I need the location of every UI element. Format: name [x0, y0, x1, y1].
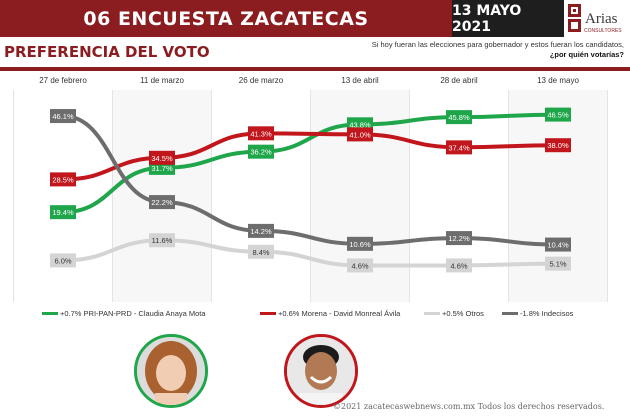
x-tick-label: 27 de febrero	[39, 76, 87, 85]
data-label: 31.7%	[151, 164, 173, 173]
x-tick-label: 11 de marzo	[140, 76, 184, 85]
data-point-marker	[248, 223, 274, 238]
candidate-photo-claudia	[134, 334, 208, 408]
poll-question: Si hoy fueran las elecciones para gobern…	[294, 40, 624, 60]
x-tick-label: 26 de marzo	[239, 76, 284, 85]
data-label: 19.4%	[52, 208, 74, 217]
data-label: 41.3%	[250, 129, 272, 138]
data-label: 34.5%	[151, 154, 173, 163]
data-label: 43.8%	[349, 120, 371, 129]
legend-swatch	[424, 312, 440, 315]
legend-item-morena: +0.6% Morena - David Monreal Ávila	[260, 309, 400, 318]
arias-logo: Arias CONSULTORES	[568, 4, 622, 34]
date-band: 13 MAYO 2021	[452, 0, 564, 37]
data-point-marker	[347, 236, 373, 251]
data-point-marker	[446, 140, 472, 155]
x-tick-label: 28 de abril	[440, 76, 478, 85]
data-label: 41.0%	[349, 130, 371, 139]
data-point-marker	[446, 231, 472, 246]
poll-title: 06 ENCUESTA ZACATECAS	[83, 7, 369, 30]
question-line1: Si hoy fueran las elecciones para gobern…	[371, 40, 624, 49]
data-point-marker	[50, 172, 76, 187]
data-point-marker	[50, 109, 76, 124]
series-line	[61, 238, 560, 268]
legend-label: +0.7% PRI-PAN-PRD - Claudia Anaya Mota	[60, 309, 206, 318]
vote-preference-chart: 27 de febrero 11 de marzo 26 de marzo 13 de…	[10, 76, 620, 302]
copyright-watermark: ©2021 zacatecaswebnews.com.mx Todos los …	[333, 402, 605, 411]
data-label: 11.6%	[152, 236, 173, 245]
legend-item-indecisos: -1.8% Indecisos	[502, 309, 573, 318]
column-band	[211, 90, 311, 302]
data-label: 5.1%	[549, 260, 566, 269]
data-label: 45.8%	[448, 113, 470, 122]
data-label: 22.2%	[151, 198, 173, 207]
section-title: PREFERENCIA DEL VOTO	[4, 43, 210, 61]
header-bar: 06 ENCUESTA ZACATECAS 13 MAYO 2021 Arias…	[0, 0, 630, 37]
data-label: 36.2%	[250, 148, 272, 157]
legend-label: +0.6% Morena - David Monreal Ávila	[278, 309, 401, 318]
data-label: 46.1%	[52, 112, 74, 121]
title-band: 06 ENCUESTA ZACATECAS	[0, 0, 452, 37]
data-label: 4.6%	[450, 261, 467, 270]
data-label: 38.0%	[547, 141, 569, 150]
data-point-marker	[248, 126, 274, 141]
data-label: 10.6%	[349, 240, 371, 249]
data-point-marker	[545, 237, 571, 252]
section-header	[0, 37, 630, 71]
data-label: 12.2%	[448, 234, 470, 243]
data-point-marker	[149, 150, 175, 165]
logo-text: Arias	[585, 11, 618, 27]
data-label: 8.4%	[252, 248, 269, 257]
x-tick-label: 13 de mayo	[537, 76, 579, 85]
data-label: 4.6%	[351, 261, 368, 270]
data-label: 10.4%	[547, 241, 569, 250]
data-label: 28.5%	[52, 175, 74, 184]
x-tick-label: 13 de abril	[341, 76, 379, 85]
data-point-marker	[347, 258, 373, 273]
data-point-marker	[446, 110, 472, 125]
legend-item-pri-pan-prd: +0.7% PRI-PAN-PRD - Claudia Anaya Mota	[42, 309, 206, 318]
data-point-marker	[347, 127, 373, 142]
data-point-marker	[446, 258, 472, 273]
data-point-marker	[545, 138, 571, 153]
legend-label: -1.8% Indecisos	[520, 309, 574, 318]
data-point-marker	[545, 107, 571, 122]
data-label: 14.2%	[250, 227, 272, 236]
data-point-marker	[50, 253, 76, 268]
legend-swatch	[42, 312, 58, 315]
candidate-photo-david	[284, 334, 358, 408]
logo-subtext: CONSULTORES	[584, 28, 622, 34]
data-point-marker	[248, 244, 274, 259]
data-label: 37.4%	[448, 143, 470, 152]
legend-swatch	[502, 312, 518, 315]
data-point-marker	[50, 205, 76, 220]
data-label: 46.5%	[547, 111, 569, 120]
legend-swatch	[260, 312, 276, 315]
legend-label: +0.5% Otros	[442, 309, 484, 318]
legend-item-otros: +0.5% Otros	[424, 309, 484, 318]
chart-legend: +0.7% PRI-PAN-PRD - Claudia Anaya Mota +…	[40, 309, 600, 321]
question-line2: ¿por quién votarías?	[549, 50, 624, 59]
data-point-marker	[149, 195, 175, 210]
poll-date: 13 MAYO 2021	[452, 2, 522, 35]
data-point-marker	[149, 233, 175, 248]
data-point-marker	[248, 144, 274, 159]
data-label: 6.0%	[54, 256, 71, 265]
data-point-marker	[545, 256, 571, 271]
